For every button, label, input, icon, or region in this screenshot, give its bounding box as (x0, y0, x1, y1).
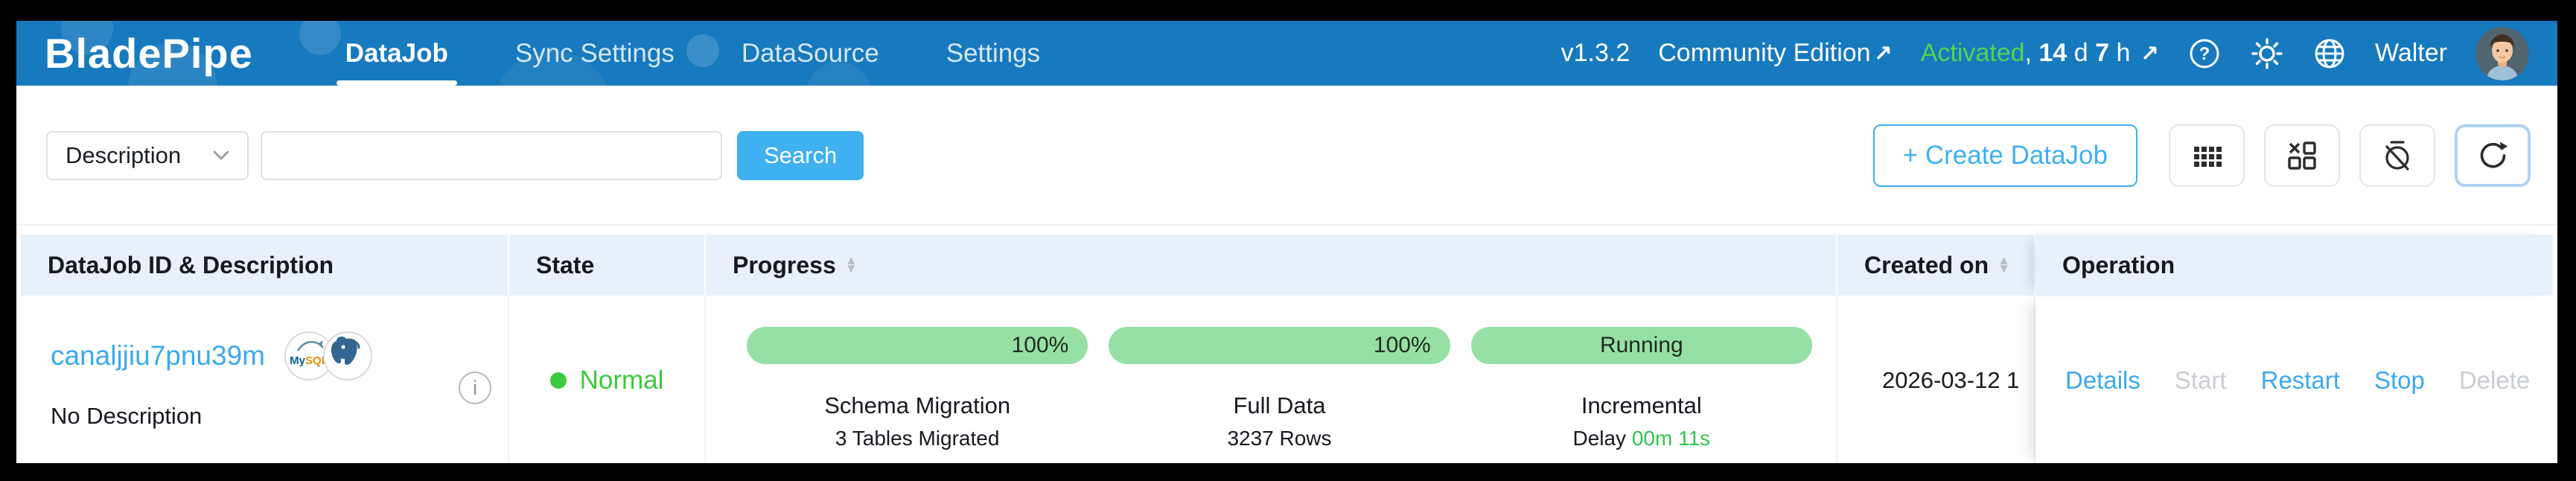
timer-off-icon (2385, 141, 2409, 171)
search-button[interactable]: Search (737, 131, 864, 180)
refresh-button[interactable] (2455, 124, 2531, 187)
user-avatar[interactable] (2475, 26, 2529, 80)
license-days: 14 (2038, 39, 2068, 67)
svg-text:?: ? (2199, 44, 2210, 64)
refresh-icon (2480, 141, 2508, 168)
edition-label: Community Edition (1658, 39, 1871, 67)
create-datajob-button[interactable]: + Create DataJob (1872, 124, 2137, 187)
components-icon (2288, 141, 2316, 170)
tab-label: Sync Settings (514, 38, 675, 68)
tab-label: DataSource (741, 38, 879, 68)
stage-subtitle: 3 Tables Migrated (835, 427, 1000, 450)
toolbar-right-group: + Create DataJob (1872, 124, 2531, 187)
external-link-icon: ↗ (1873, 42, 1893, 66)
delete-link: Delete (2458, 366, 2531, 394)
username-label[interactable]: Walter (2375, 39, 2447, 67)
header-label: State (536, 251, 595, 278)
cell-id-description: canaljjiu7pnu39m MySQL No Description i (21, 296, 509, 463)
filter-selected-value: Description (66, 142, 182, 168)
cell-progress: 100% Schema Migration 3 Tables Migrated … (706, 296, 1837, 463)
search-input[interactable] (261, 131, 722, 180)
restart-link[interactable]: Restart (2260, 366, 2340, 394)
header-state: State (509, 235, 706, 296)
license-separator: , (2024, 39, 2039, 67)
header-label: Operation (2062, 251, 2175, 278)
tab-settings[interactable]: Settings (925, 21, 1061, 86)
stop-link[interactable]: Stop (2373, 366, 2425, 394)
sort-caret-icon[interactable]: ▲ ▼ (844, 253, 858, 275)
tab-datajob[interactable]: DataJob (325, 21, 469, 86)
language-globe-icon[interactable] (2312, 36, 2347, 71)
activated-label: Activated (1920, 39, 2025, 67)
state-dot-icon (549, 372, 567, 389)
bladepipe-logo: BladePipe (45, 30, 253, 77)
stage-title: Incremental (1581, 392, 1702, 418)
postgresql-target-icon (322, 331, 372, 380)
start-link: Start (2174, 366, 2227, 394)
tab-label: Settings (946, 38, 1041, 68)
column-config-button[interactable] (2264, 124, 2340, 187)
state-label: Normal (579, 366, 664, 395)
stage-schema-migration: 100% Schema Migration 3 Tables Migrated (747, 327, 1088, 463)
progress-bar: 100% (747, 327, 1088, 364)
stage-title: Full Data (1233, 392, 1326, 418)
progress-bar: Running (1470, 327, 1812, 364)
tab-sync-settings[interactable]: Sync Settings (494, 21, 695, 86)
filter-type-select[interactable]: Description (46, 131, 249, 180)
license-hours-unit: h (2109, 39, 2137, 67)
tab-datasource[interactable]: DataSource (721, 21, 900, 86)
help-icon[interactable]: ? (2187, 36, 2222, 71)
header-label: Progress (733, 251, 836, 278)
delay-value: 00m 11s (1631, 427, 1711, 450)
grid-dots-icon (2194, 147, 2222, 167)
theme-sun-icon[interactable] (2250, 36, 2284, 71)
edition-link[interactable]: Community Edition ↗ (1658, 39, 1892, 68)
job-description: No Description (51, 403, 203, 429)
version-label: v1.3.2 (1560, 39, 1630, 67)
header-progress[interactable]: Progress ▲ ▼ (706, 235, 1837, 296)
header-label: DataJob ID & Description (48, 251, 334, 278)
svg-text:MySQL: MySQL (290, 354, 328, 367)
details-link[interactable]: Details (2065, 366, 2140, 394)
datajob-toolbar: Description Search + Create DataJob (16, 86, 2557, 226)
app-window: BladePipe DataJob Sync Settings DataSour… (16, 21, 2557, 463)
stage-subtitle: 3237 Rows (1227, 427, 1332, 450)
mysql-source-icon: MySQL (284, 331, 334, 380)
created-on-value: 2026-03-12 1 (1882, 367, 2020, 393)
delay-prefix: Delay (1572, 427, 1632, 450)
stage-full-data: 100% Full Data 3237 Rows (1109, 327, 1450, 463)
view-icon-buttons (2169, 124, 2531, 187)
stage-incremental: Running Incremental Delay 00m 11s (1470, 327, 1812, 463)
chevron-down-icon (213, 150, 229, 161)
table-header-row: DataJob ID & Description State Progress ▲… (21, 235, 2553, 296)
db-badges: MySQL (284, 331, 372, 380)
progress-bar: 100% (1109, 327, 1450, 364)
tab-label: DataJob (345, 38, 448, 68)
cell-created-on: 2026-03-12 1 (1837, 296, 2035, 463)
license-days-unit: d (2067, 39, 2096, 67)
sort-caret-icon[interactable]: ▲ ▼ (1998, 253, 2010, 275)
license-status[interactable]: Activated, 14 d 7 h ↗ (1921, 39, 2159, 68)
cell-state: Normal (509, 296, 706, 463)
header-operation: Operation (2035, 235, 2553, 296)
main-nav-tabs: DataJob Sync Settings DataSource Setting… (325, 21, 1086, 86)
cell-operation: Details Start Restart Stop Delete (2035, 296, 2553, 463)
header-created-on[interactable]: Created on ▲ ▼ (1837, 235, 2035, 296)
external-link-icon: ↗ (2140, 42, 2160, 66)
table-row: canaljjiu7pnu39m MySQL No Description i (21, 296, 2553, 463)
stage-title: Schema Migration (824, 392, 1011, 418)
navbar-right-group: v1.3.2 Community Edition ↗ Activated, 14 … (1560, 26, 2529, 80)
dense-grid-view-button[interactable] (2169, 124, 2245, 187)
header-label: Created on (1864, 251, 1989, 278)
job-id-line: canaljjiu7pnu39m MySQL (51, 331, 508, 380)
info-icon[interactable]: i (459, 372, 491, 404)
datajob-table: DataJob ID & Description State Progress ▲… (21, 235, 2553, 463)
stage-subtitle: Delay 00m 11s (1572, 427, 1710, 450)
top-navbar: BladePipe DataJob Sync Settings DataSour… (16, 21, 2557, 86)
header-id-description: DataJob ID & Description (21, 235, 509, 296)
datajob-id-link[interactable]: canaljjiu7pnu39m (51, 340, 265, 371)
license-hours: 7 (2095, 39, 2110, 67)
auto-refresh-off-button[interactable] (2359, 124, 2435, 187)
